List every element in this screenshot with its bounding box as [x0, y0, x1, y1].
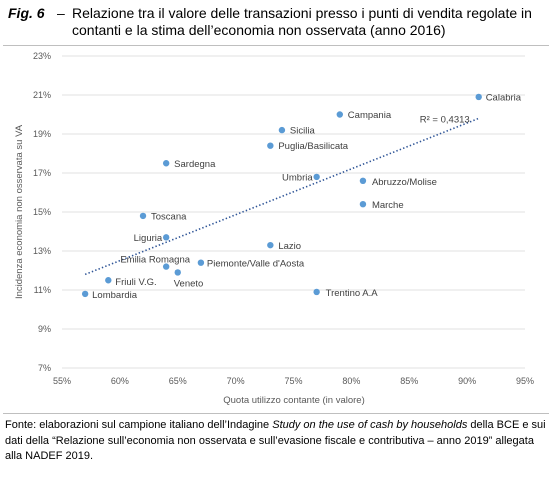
y-tick-label: 13% — [33, 246, 51, 256]
point-label: Sicilia — [290, 126, 316, 137]
y-axis-ticks: 23% 21% 19% 17% 15% 13% 11% 9% 7% — [33, 51, 51, 373]
data-point — [105, 277, 112, 284]
data-point — [162, 263, 170, 270]
point-label: Friuli V.G. — [115, 277, 156, 288]
x-axis-ticks: 55% 60% 65% 70% 75% 80% 85% 90% 95% — [53, 376, 534, 386]
y-axis-title: Incidenza economia non osservata su VA — [14, 124, 25, 299]
data-point — [313, 288, 320, 296]
x-tick-label: 55% — [53, 376, 71, 386]
y-tick-label: 11% — [34, 285, 51, 295]
x-tick-label: 80% — [342, 376, 360, 386]
data-point — [81, 290, 89, 298]
point-label: Piemonte/Valle d'Aosta — [207, 259, 305, 270]
point-label: Veneto — [174, 278, 204, 289]
figure-title: Relazione tra il valore delle transazion… — [72, 5, 532, 38]
point-label: Calabria — [486, 92, 522, 103]
data-point — [197, 259, 205, 266]
point-labels: Calabria Campania Sicilia Puglia/Basilicata… — [92, 92, 522, 300]
data-point — [475, 93, 482, 101]
data-points — [81, 93, 482, 298]
x-axis-title: Quota utilizzo contante (in valore) — [223, 395, 365, 406]
x-tick-label: 65% — [169, 376, 187, 386]
title-rule — [3, 45, 549, 46]
point-label: Umbria — [282, 172, 313, 183]
data-point — [359, 177, 367, 184]
x-tick-label: 85% — [400, 376, 418, 386]
point-label: Lombardia — [92, 290, 138, 301]
point-label: Toscana — [151, 211, 187, 222]
y-tick-label: 21% — [33, 90, 51, 100]
y-tick-label: 15% — [33, 207, 51, 217]
gridlines — [62, 55, 525, 369]
title-separator: – — [57, 5, 65, 21]
point-label: Campania — [348, 110, 392, 121]
point-label: Puglia/Basilicata — [278, 141, 348, 152]
data-point — [162, 160, 170, 167]
source-text-prefix: Fonte: elaborazioni sul campione italian… — [5, 419, 273, 431]
x-tick-label: 90% — [458, 376, 476, 386]
data-point — [267, 241, 274, 249]
point-label: Marche — [372, 200, 404, 211]
figure-label: Fig. 6 — [8, 5, 45, 21]
data-point — [267, 142, 274, 149]
source-note: Fonte: elaborazioni sul campione italian… — [5, 418, 550, 465]
point-label: Lazio — [278, 241, 301, 252]
point-label: Abruzzo/Molise — [372, 177, 437, 188]
data-point — [174, 269, 181, 276]
source-text-suffix: della BCE e sui dati della “Relazione su… — [5, 419, 546, 462]
x-tick-label: 70% — [227, 376, 245, 386]
y-tick-label: 23% — [33, 51, 51, 61]
data-point — [313, 173, 320, 181]
data-point — [336, 111, 343, 118]
point-label: Liguria — [134, 233, 163, 244]
source-text-italic: Study on the use of cash by households — [272, 419, 468, 431]
x-tick-label: 95% — [516, 376, 534, 386]
data-point — [139, 212, 147, 220]
data-point — [359, 201, 367, 208]
y-tick-label: 19% — [33, 129, 51, 139]
data-point — [162, 234, 170, 241]
y-tick-label: 17% — [33, 168, 51, 178]
y-tick-label: 7% — [38, 363, 51, 373]
source-rule — [3, 413, 549, 414]
r-squared-label: R² = 0,4313 — [420, 114, 470, 125]
x-tick-label: 60% — [111, 376, 129, 386]
point-label: Emilia Romagna — [120, 255, 190, 266]
y-tick-label: 9% — [38, 324, 51, 334]
x-tick-label: 75% — [284, 376, 302, 386]
point-label: Trentino A.A — [326, 288, 379, 299]
point-label: Sardegna — [174, 159, 216, 170]
data-point — [278, 126, 286, 134]
